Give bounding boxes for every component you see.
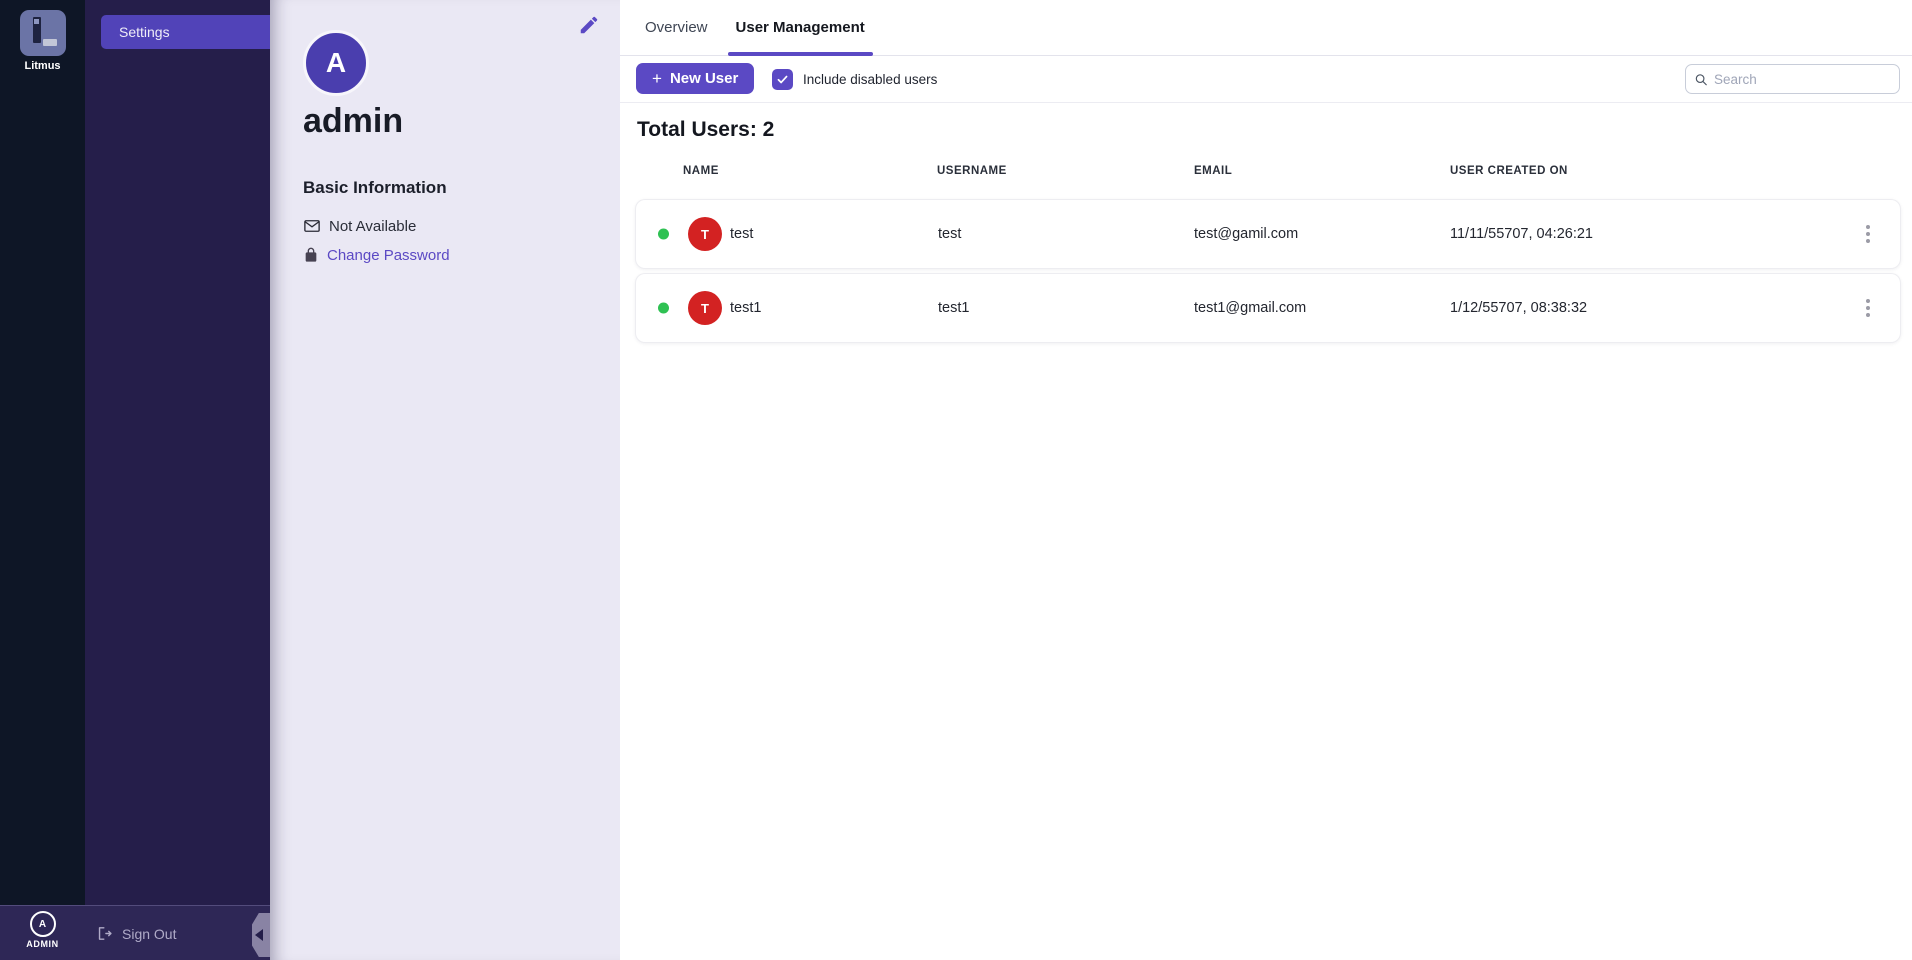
search-input[interactable]	[1714, 71, 1891, 87]
basic-information-heading: Basic Information	[303, 178, 447, 197]
profile-email-status: Not Available	[329, 217, 417, 235]
cell-email: test@gamil.com	[1194, 226, 1299, 242]
pencil-icon	[580, 16, 598, 34]
table-row[interactable]: T test1 test1 test1@gmail.com 1/12/55707…	[636, 274, 1900, 342]
change-password-label: Change Password	[327, 246, 450, 264]
search-box	[1685, 64, 1900, 94]
chevron-left-icon	[255, 929, 263, 941]
current-user[interactable]: A ADMIN	[0, 906, 85, 960]
sign-out-label: Sign Out	[122, 925, 177, 942]
cell-created-on: 11/11/55707, 04:26:21	[1450, 226, 1593, 242]
tab-overview-label: Overview	[645, 19, 708, 36]
app-rail: Litmus	[0, 0, 85, 905]
tab-overview[interactable]: Overview	[645, 0, 708, 56]
column-header-created: USER CREATED ON	[1450, 165, 1568, 177]
sidebar-item-label: Settings	[119, 24, 170, 40]
tab-user-management[interactable]: User Management	[727, 0, 873, 56]
cell-name: test	[730, 226, 754, 242]
column-header-name: NAME	[683, 165, 719, 177]
cell-username: test1	[938, 300, 970, 316]
user-avatar: T	[688, 217, 722, 251]
include-disabled-checkbox[interactable]	[772, 69, 793, 90]
column-header-username: USERNAME	[937, 165, 1007, 177]
table-row[interactable]: T test test test@gamil.com 11/11/55707, …	[636, 200, 1900, 268]
profile-name: admin	[303, 102, 404, 140]
search-icon	[1695, 73, 1707, 85]
edit-profile-button[interactable]	[578, 14, 600, 36]
include-disabled-label: Include disabled users	[803, 72, 938, 87]
litmus-logo-icon	[19, 10, 66, 56]
cell-email: test1@gmail.com	[1194, 300, 1307, 316]
row-actions-menu-button[interactable]	[1866, 299, 1870, 317]
current-user-label: ADMIN	[26, 939, 59, 949]
profile-panel: A admin Basic Information Not Available …	[270, 0, 620, 960]
main-area: Overview User Management + New User Incl…	[620, 0, 1912, 960]
plus-icon: +	[652, 68, 662, 88]
include-disabled-wrap: Include disabled users	[772, 56, 937, 103]
active-status-dot	[658, 228, 669, 240]
active-status-dot	[658, 302, 669, 314]
sidebar-footer: A ADMIN Sign Out	[0, 905, 270, 960]
logout-icon	[98, 927, 112, 940]
app-logo[interactable]: Litmus	[0, 10, 85, 72]
app-name: Litmus	[24, 60, 61, 72]
cell-created-on: 1/12/55707, 08:38:32	[1450, 300, 1588, 316]
profile-avatar: A	[303, 30, 369, 96]
total-users-heading: Total Users: 2	[637, 118, 775, 141]
settings-sidebar: Settings	[85, 0, 270, 905]
cell-name: test1	[730, 300, 762, 316]
new-user-button-label: New User	[669, 70, 739, 87]
cell-username: test	[938, 226, 962, 242]
profile-email-row: Not Available	[303, 217, 416, 235]
user-rows: T test test test@gamil.com 11/11/55707, …	[636, 200, 1900, 348]
active-tab-underline	[727, 51, 873, 56]
tab-bar: Overview User Management	[620, 0, 1912, 56]
sidebar-item-settings[interactable]: Settings	[101, 15, 270, 49]
tab-user-management-label: User Management	[735, 19, 865, 36]
current-user-avatar: A	[29, 911, 56, 937]
lock-icon	[305, 247, 317, 262]
user-avatar: T	[688, 291, 722, 325]
sign-out-button[interactable]: Sign Out	[96, 906, 176, 960]
sidebar-collapse-button[interactable]	[252, 913, 270, 957]
change-password-link[interactable]: Change Password	[303, 246, 450, 264]
column-header-email: EMAIL	[1194, 165, 1233, 177]
user-toolbar: + New User Include disabled users	[620, 56, 1912, 103]
mail-icon	[304, 220, 320, 232]
checkmark-icon	[777, 75, 788, 84]
row-actions-menu-button[interactable]	[1866, 225, 1870, 243]
new-user-button[interactable]: + New User	[636, 63, 755, 94]
table-header-row: NAME USERNAME EMAIL USER CREATED ON	[636, 165, 1900, 189]
